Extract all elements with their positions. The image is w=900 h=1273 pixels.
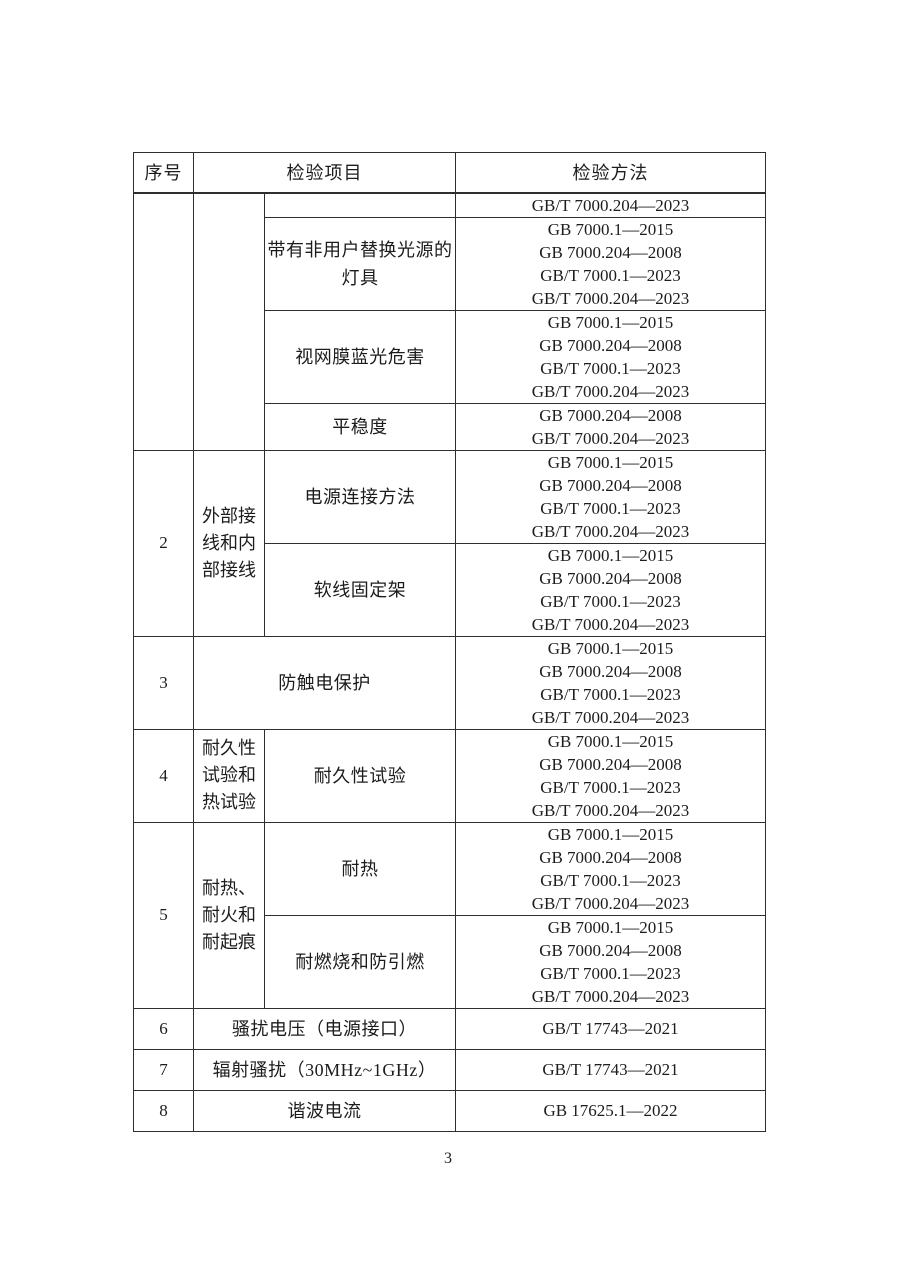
- method-cell: GB 7000.204—2008 GB/T 7000.204—2023: [455, 402, 766, 451]
- method-line: GB/T 7000.1—2023: [540, 358, 681, 378]
- method-cell: GB 7000.1—2015 GB 7000.204—2008 GB/T 7000.…: [455, 914, 766, 1009]
- serial-cell: 4: [133, 728, 194, 823]
- inspection-methods-table: 序号 检验项目 检验方法 GB/T 7000.204—2023 带有非用户替换光…: [133, 152, 766, 1132]
- item-cell: 辐射骚扰（30MHz~1GHz）: [193, 1048, 456, 1091]
- serial-cell: 3: [133, 635, 194, 730]
- item-cell: 防触电保护: [193, 635, 456, 730]
- table-row: 7 辐射骚扰（30MHz~1GHz） GB/T 17743—2021: [133, 1048, 766, 1091]
- item-cell: 平稳度: [264, 402, 456, 451]
- method-line: GB 7000.204—2008: [539, 475, 682, 495]
- table-row: 2 外部接线和内部接线 电源连接方法 GB 7000.1—2015 GB 7000…: [133, 449, 766, 637]
- method-cell: GB 7000.1—2015 GB 7000.204—2008 GB/T 7000.…: [455, 821, 766, 916]
- method-line: GB 7000.1—2015: [547, 824, 674, 844]
- method-line: GB 7000.204—2008: [539, 568, 682, 588]
- method-line: GB/T 7000.204—2023: [531, 614, 690, 634]
- category-cell: 外部接线和内部接线: [193, 449, 265, 637]
- method-cell: GB 7000.1—2015 GB 7000.204—2008 GB/T 7000.…: [455, 635, 766, 730]
- table-row: 4 耐久性试验和热试验 耐久性试验 GB 7000.1—2015 GB 7000.…: [133, 728, 766, 823]
- method-cell: GB/T 7000.204—2023: [455, 192, 766, 218]
- method-line: GB 7000.1—2015: [547, 312, 674, 332]
- method-line: GB 7000.204—2008: [539, 335, 682, 355]
- item-cell: 耐热: [264, 821, 456, 916]
- method-line: GB/T 7000.204—2023: [531, 428, 690, 448]
- method-line: GB/T 7000.1—2023: [540, 684, 681, 704]
- method-line: GB/T 7000.204—2023: [531, 986, 690, 1006]
- method-line: GB 7000.204—2008: [539, 940, 682, 960]
- method-line: GB/T 7000.1—2023: [540, 777, 681, 797]
- table-row: 8 谐波电流 GB 17625.1—2022: [133, 1089, 766, 1132]
- method-line: GB/T 7000.204—2023: [531, 195, 690, 215]
- method-line: GB/T 17743—2021: [542, 1019, 679, 1038]
- table-row: 平稳度 GB 7000.204—2008 GB/T 7000.204—2023: [134, 402, 766, 451]
- table-row: GB/T 7000.204—2023: [133, 192, 766, 451]
- method-cell: GB 7000.1—2015 GB 7000.204—2008 GB/T 7000.…: [455, 542, 766, 637]
- method-line: GB 7000.1—2015: [547, 638, 674, 658]
- page-number: 3: [444, 1150, 452, 1167]
- item-cell: 耐燃烧和防引燃: [264, 914, 456, 1009]
- method-cell: GB 7000.1—2015 GB 7000.204—2008 GB/T 7000.…: [455, 728, 766, 823]
- method-line: GB/T 7000.204—2023: [531, 381, 690, 401]
- method-line: GB/T 7000.204—2023: [531, 521, 690, 541]
- method-line: GB/T 7000.1—2023: [540, 870, 681, 890]
- method-cell: GB 7000.1—2015 GB 7000.204—2008 GB/T 7000.…: [455, 449, 766, 544]
- method-line: GB 7000.204—2008: [539, 405, 682, 425]
- method-line: GB/T 7000.204—2023: [531, 893, 690, 913]
- table-row: 带有非用户替换光源的灯具 GB 7000.1—2015 GB 7000.204—2…: [134, 216, 766, 311]
- method-cell: GB 17625.1—2022: [455, 1089, 766, 1132]
- method-line: GB 7000.1—2015: [547, 219, 674, 239]
- table-row: 6 骚扰电压（电源接口） GB/T 17743—2021: [133, 1007, 766, 1050]
- method-line: GB 7000.204—2008: [539, 242, 682, 262]
- item-cell: 骚扰电压（电源接口）: [193, 1007, 456, 1050]
- serial-cell: [133, 192, 194, 451]
- category-cell: [193, 192, 265, 451]
- category-cell: 耐久性试验和热试验: [193, 728, 265, 823]
- table-row: 软线固定架 GB 7000.1—2015 GB 7000.204—2008 GB/T…: [134, 542, 766, 637]
- method-line: GB 7000.204—2008: [539, 661, 682, 681]
- item-cell: 耐久性试验: [264, 728, 456, 823]
- method-cell: GB/T 17743—2021: [455, 1007, 766, 1050]
- method-line: GB/T 17743—2021: [542, 1060, 679, 1079]
- item-cell: 谐波电流: [193, 1089, 456, 1132]
- method-line: GB 7000.204—2008: [539, 847, 682, 867]
- table-row: 3 防触电保护 GB 7000.1—2015 GB 7000.204—2008 GB…: [133, 635, 766, 730]
- table-row: 5 耐热、耐火和耐起痕 耐热 GB 7000.1—2015 GB 7000.204…: [133, 821, 766, 1009]
- item-cell: 带有非用户替换光源的灯具: [264, 216, 456, 311]
- item-cell: 视网膜蓝光危害: [264, 309, 456, 404]
- table-row: 耐燃烧和防引燃 GB 7000.1—2015 GB 7000.204—2008 GB…: [134, 914, 766, 1009]
- item-cell: 软线固定架: [264, 542, 456, 637]
- method-line: GB 7000.204—2008: [539, 754, 682, 774]
- column-header-method: 检验方法: [455, 152, 766, 194]
- method-line: GB 7000.1—2015: [547, 452, 674, 472]
- table-header-row: 序号 检验项目 检验方法: [133, 152, 766, 194]
- serial-cell: 5: [133, 821, 194, 1009]
- column-header-item: 检验项目: [193, 152, 456, 194]
- serial-cell: 2: [133, 449, 194, 637]
- category-cell: 耐热、耐火和耐起痕: [193, 821, 265, 1009]
- table-row: 视网膜蓝光危害 GB 7000.1—2015 GB 7000.204—2008 GB…: [134, 309, 766, 404]
- item-cell: [264, 192, 456, 218]
- method-line: GB/T 7000.204—2023: [531, 800, 690, 820]
- method-line: GB/T 7000.204—2023: [531, 707, 690, 727]
- method-line: GB/T 7000.1—2023: [540, 591, 681, 611]
- method-line: GB 7000.1—2015: [547, 545, 674, 565]
- serial-cell: 6: [133, 1007, 194, 1050]
- method-line: GB/T 7000.1—2023: [540, 963, 681, 983]
- item-cell: 电源连接方法: [264, 449, 456, 544]
- method-line: GB 7000.1—2015: [547, 731, 674, 751]
- method-line: GB/T 7000.1—2023: [540, 265, 681, 285]
- method-line: GB/T 7000.204—2023: [531, 288, 690, 308]
- method-cell: GB 7000.1—2015 GB 7000.204—2008 GB/T 7000.…: [455, 309, 766, 404]
- column-header-serial: 序号: [133, 152, 194, 194]
- serial-cell: 8: [133, 1089, 194, 1132]
- method-line: GB/T 7000.1—2023: [540, 498, 681, 518]
- method-line: GB 17625.1—2022: [543, 1101, 678, 1120]
- method-cell: GB/T 17743—2021: [455, 1048, 766, 1091]
- method-line: GB 7000.1—2015: [547, 917, 674, 937]
- serial-cell: 7: [133, 1048, 194, 1091]
- method-cell: GB 7000.1—2015 GB 7000.204—2008 GB/T 7000.…: [455, 216, 766, 311]
